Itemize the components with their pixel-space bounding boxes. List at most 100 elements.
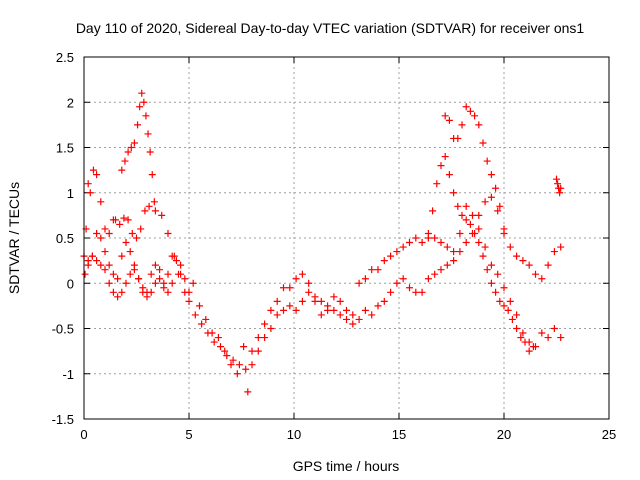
data-point: [361, 306, 369, 314]
data-point: [355, 315, 363, 323]
data-point: [374, 266, 382, 274]
data-point: [387, 288, 395, 296]
data-point: [504, 306, 512, 314]
data-point: [437, 239, 445, 247]
data-point: [112, 216, 119, 224]
x-tick-label: 5: [185, 427, 192, 442]
data-point: [557, 184, 565, 192]
data-point: [146, 148, 154, 156]
data-point: [387, 252, 395, 260]
data-point: [324, 302, 332, 310]
data-point: [380, 257, 388, 265]
data-point: [532, 270, 539, 278]
data-point: [544, 261, 552, 269]
data-point: [164, 288, 172, 296]
data-point: [441, 153, 449, 161]
data-point: [105, 279, 113, 287]
data-point: [191, 311, 199, 319]
data-point: [140, 98, 148, 106]
data-point: [454, 134, 462, 142]
data-point: [175, 270, 182, 278]
data-point: [109, 288, 117, 296]
data-point: [261, 320, 269, 328]
data-point: [181, 275, 189, 283]
data-point: [158, 211, 166, 219]
data-point: [506, 297, 514, 305]
data-point: [105, 229, 113, 237]
data-point: [496, 202, 504, 210]
data-point: [343, 315, 350, 323]
series-track-a: [80, 166, 565, 396]
axis-ticks: 0 5 10 15 20 25 -1.5 -1 -0.5 0 0.5 1 1.5 2 2.5: [52, 50, 617, 442]
data-point: [189, 279, 197, 287]
data-point: [122, 279, 130, 287]
data-point: [462, 216, 470, 224]
data-point: [368, 266, 376, 274]
data-point: [529, 343, 537, 351]
data-point: [144, 130, 152, 138]
data-point: [254, 334, 262, 342]
data-point: [130, 261, 138, 269]
data-point: [483, 266, 491, 274]
data-point: [101, 266, 109, 274]
data-point: [500, 229, 508, 237]
data-point: [525, 261, 533, 269]
series-peak-evening: [441, 103, 508, 237]
data-point: [273, 297, 281, 305]
data-point: [513, 252, 521, 260]
data-point: [481, 198, 489, 206]
data-point: [240, 343, 248, 351]
data-point: [101, 248, 109, 256]
data-point: [492, 184, 500, 192]
data-point: [148, 171, 156, 179]
data-point: [124, 216, 132, 224]
data-point: [138, 89, 146, 97]
data-point: [202, 315, 210, 323]
data-point: [487, 193, 495, 201]
data-point: [450, 189, 458, 197]
data-point: [221, 347, 229, 355]
data-point: [317, 297, 325, 305]
data-point: [456, 248, 464, 256]
data-point: [538, 275, 546, 283]
data-point: [469, 211, 476, 219]
data-point: [101, 225, 109, 233]
data-point: [336, 311, 344, 319]
data-point: [330, 293, 338, 301]
data-point: [109, 270, 117, 278]
data-point: [177, 261, 185, 269]
data-point: [349, 311, 357, 319]
data-point: [487, 171, 495, 179]
data-point: [89, 166, 97, 174]
data-point: [286, 284, 294, 292]
data-point: [556, 189, 564, 197]
data-point: [118, 166, 126, 174]
data-point: [513, 311, 521, 319]
x-tick-label: 25: [602, 427, 616, 442]
data-point: [466, 220, 474, 228]
y-tick-label: 1.5: [56, 141, 74, 156]
data-point: [445, 171, 453, 179]
data-point: [121, 157, 129, 165]
data-point: [298, 297, 306, 305]
data-point: [349, 320, 357, 328]
data-point: [399, 275, 407, 283]
data-point: [494, 207, 502, 215]
data-point: [336, 297, 344, 305]
data-point: [557, 334, 565, 342]
data-point: [136, 103, 144, 111]
data-point: [317, 311, 325, 319]
data-point: [130, 139, 138, 147]
data-point: [248, 347, 256, 355]
data-point: [286, 302, 294, 310]
data-point: [124, 148, 132, 156]
data-point: [141, 207, 149, 215]
data-point: [142, 112, 150, 120]
data-point: [471, 112, 479, 120]
data-point: [156, 266, 164, 274]
data-point: [330, 306, 338, 314]
data-point: [437, 162, 445, 170]
data-point: [84, 261, 92, 269]
data-point: [235, 361, 243, 369]
